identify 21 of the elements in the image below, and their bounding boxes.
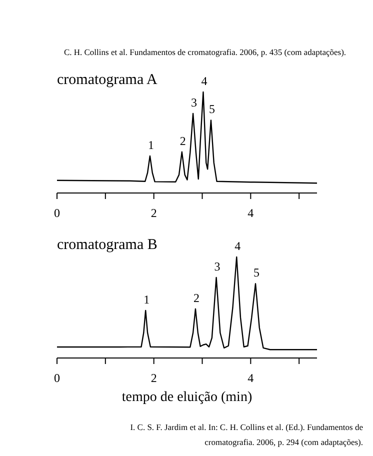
annotation: 5: [208, 102, 215, 116]
chart-title: cromatograma A: [57, 72, 158, 88]
x-tick-label: 0: [54, 206, 60, 220]
annotation: 1: [148, 138, 154, 152]
annotation: 5: [254, 266, 260, 280]
x-tick-label: 0: [54, 371, 60, 385]
x-tick-label: 2: [150, 371, 157, 385]
annotation: 1: [144, 292, 150, 306]
annotation: 3: [214, 260, 220, 274]
x-tick-label: 2: [150, 206, 157, 220]
annotation: 2: [180, 134, 186, 148]
chart-title: cromatograma B: [57, 237, 158, 253]
annotation: 4: [201, 74, 208, 88]
x-tick-label: 4: [248, 206, 254, 220]
text: C. H. Collins et al. Fundamentos de cromatografia. 2006, p. 435 (com adaptações).: [64, 47, 346, 57]
annotation: 2: [193, 290, 200, 305]
x-axis-title: tempo de eluição (min): [122, 390, 252, 405]
text: I. C. S. F. Jardim et al. In: C. H. Collins et al. (Ed.). Fundamentos de cromatografia. 2006, p. 294 (com adaptações).: [130, 422, 364, 447]
annotation: 4: [234, 239, 241, 253]
x-tick-label: 4: [248, 371, 254, 385]
annotation: 3: [191, 96, 198, 110]
